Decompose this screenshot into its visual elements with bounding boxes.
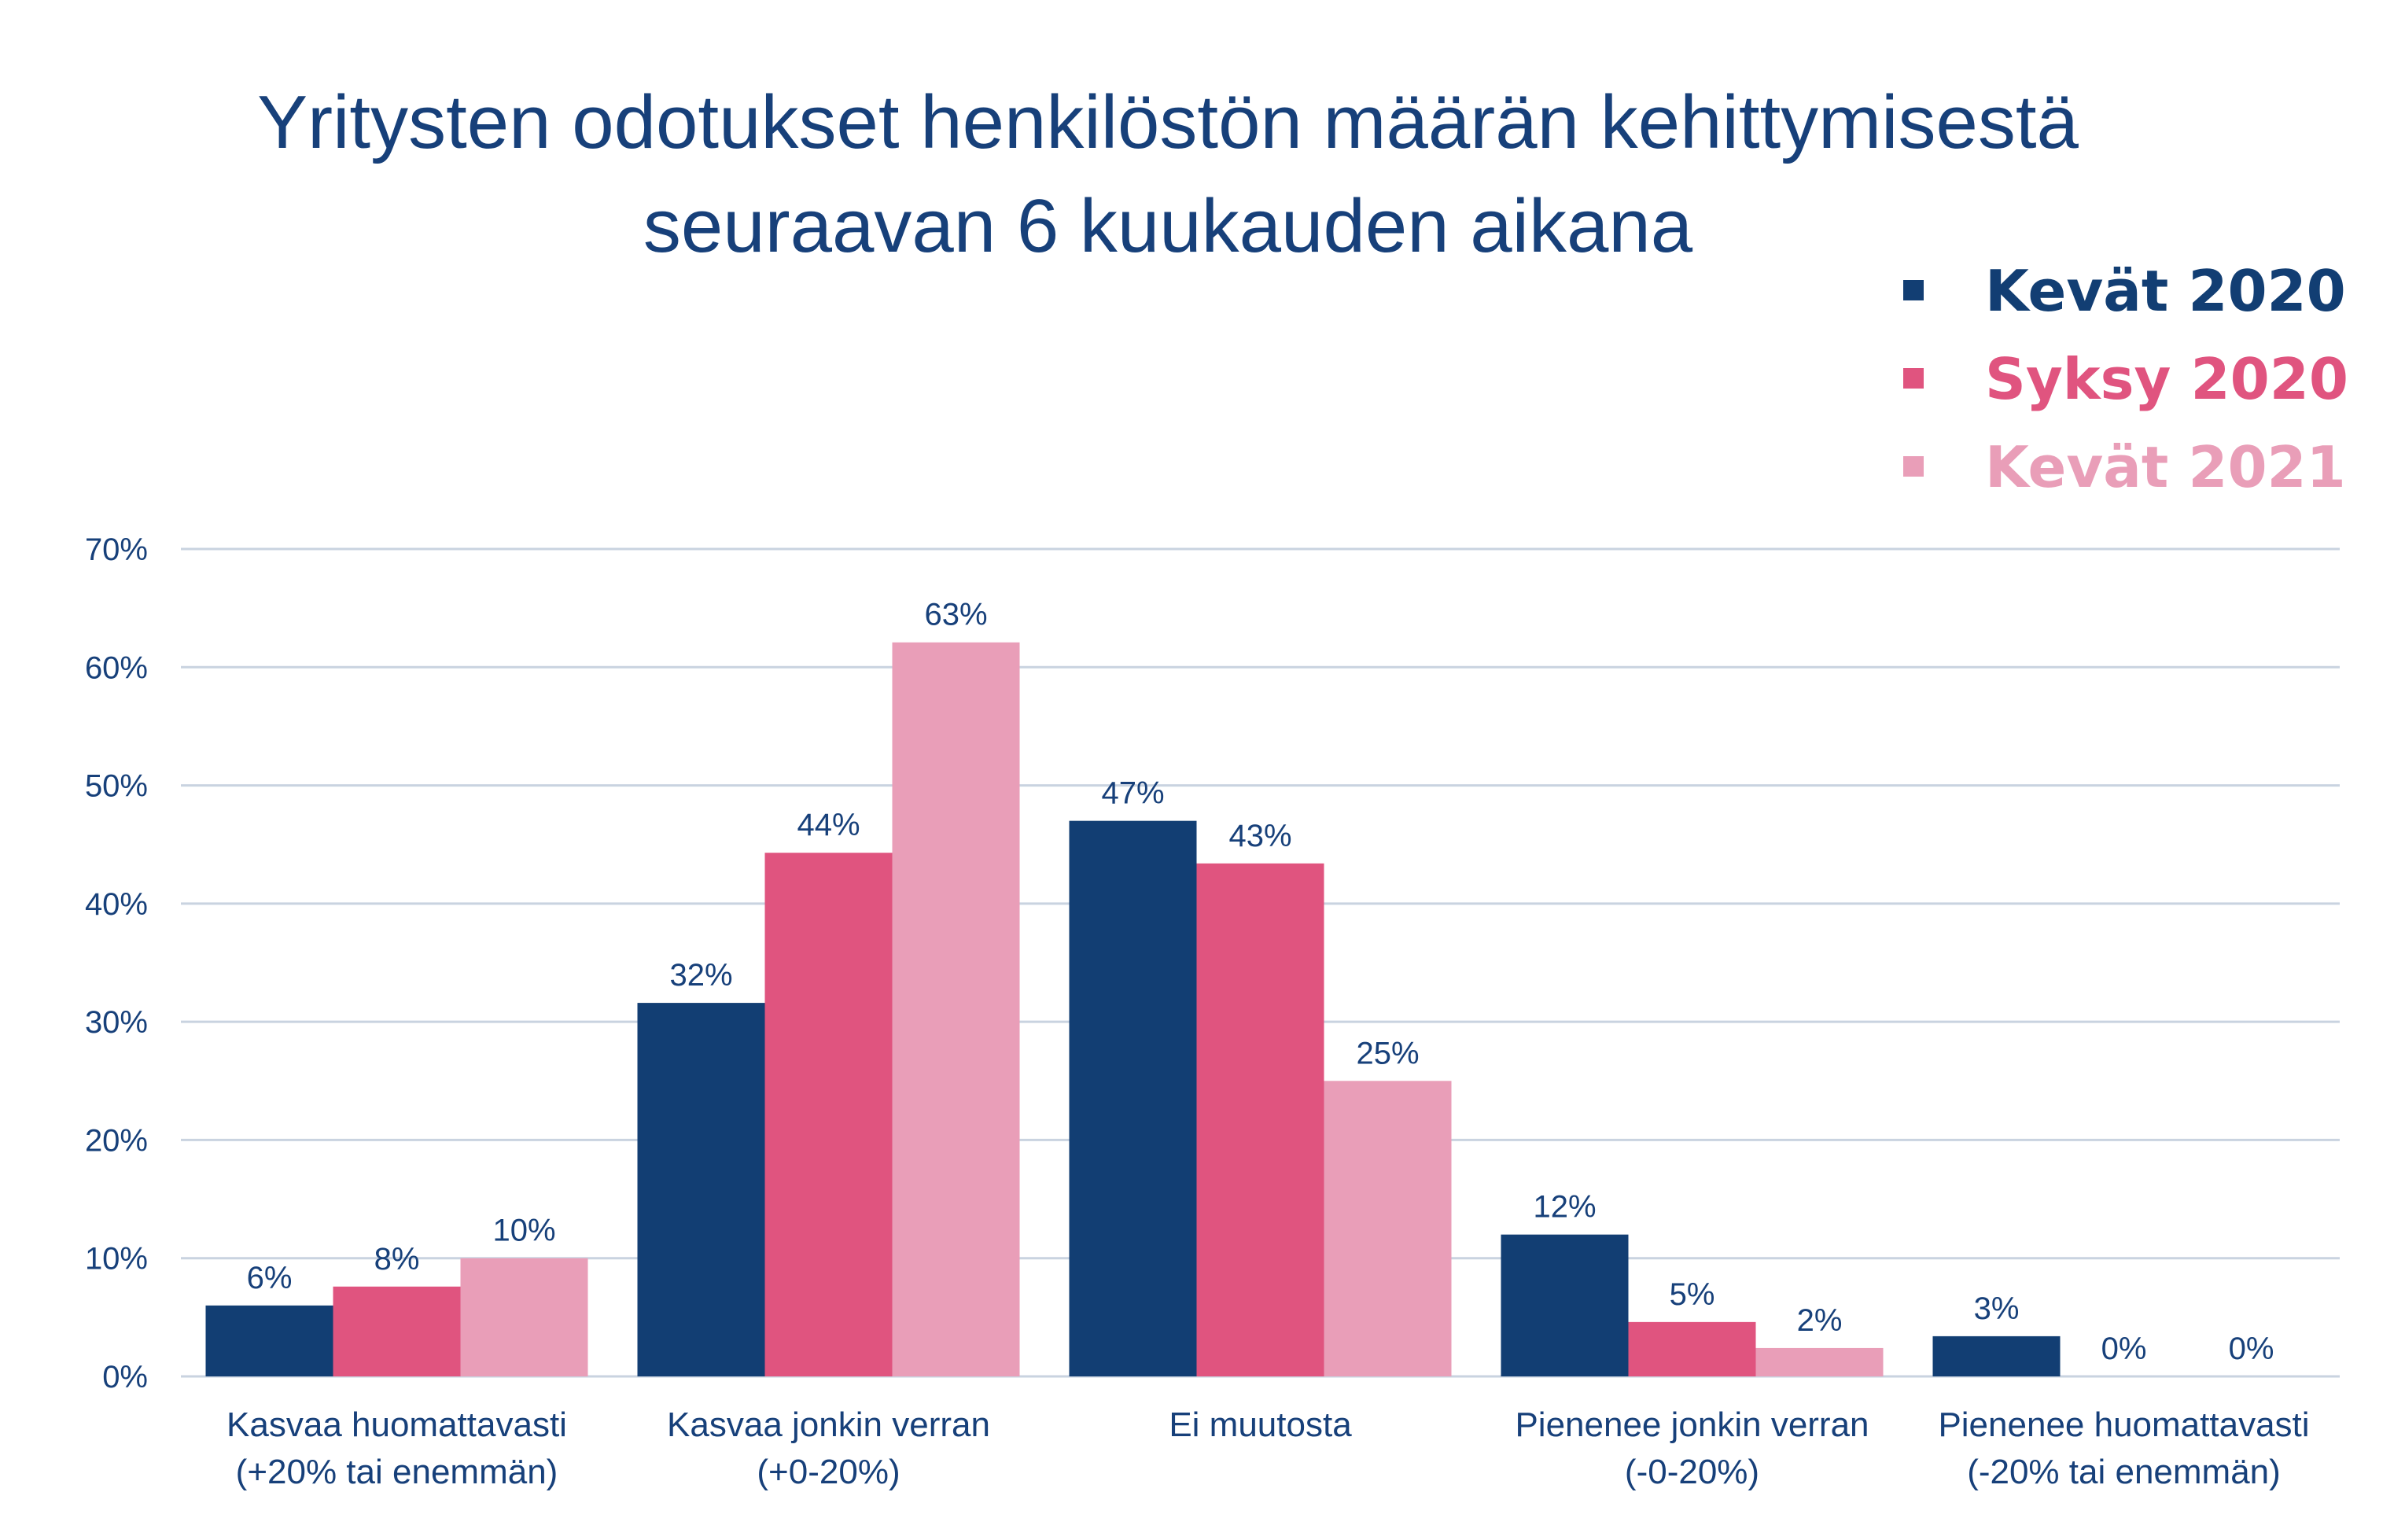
bar	[205, 1305, 333, 1376]
y-tick-label: 40%	[85, 887, 148, 922]
chart-title-line-1: Yritysten odotukset henkilöstön määrän k…	[257, 80, 2079, 164]
data-label: 12%	[1533, 1190, 1596, 1225]
y-tick-label: 50%	[85, 769, 148, 804]
x-category-label: (+20% tai enemmän)	[236, 1453, 558, 1491]
y-tick-label: 30%	[85, 1005, 148, 1040]
data-labels: 6% 8% 10% 32% 44% 63% 47% 43% 25% 12% 5% 2% 3% 0% 0%	[247, 598, 2274, 1366]
data-label: 25%	[1356, 1036, 1419, 1070]
x-category-label: (-0-20%)	[1625, 1453, 1759, 1491]
legend-swatch-kevat-2020	[1903, 280, 1924, 300]
x-axis-category-labels: Kasvaa huomattavasti (+20% tai enemmän) Ka…	[227, 1406, 2310, 1491]
chart-legend: Kevät 2020 Syksy 2020 Kevät 2021	[1903, 252, 2405, 516]
y-tick-label: 0%	[102, 1360, 148, 1394]
legend-item-kevat-2020: Kevät 2020	[1903, 252, 2405, 340]
y-tick-label: 60%	[85, 650, 148, 685]
data-label: 43%	[1228, 819, 1291, 853]
chart-title-line-2: seuraavan 6 kuukauden aikana	[643, 184, 1693, 268]
bar	[1196, 863, 1324, 1376]
x-category-label: Ei muutosta	[1169, 1406, 1352, 1444]
data-label: 5%	[1670, 1277, 1715, 1312]
legend-label-kevat-2020: Kevät 2020	[1985, 258, 2346, 324]
y-tick-label: 20%	[85, 1123, 148, 1158]
data-label: 3%	[1974, 1291, 2020, 1326]
legend-label-syksy-2020: Syksy 2020	[1985, 346, 2348, 412]
x-category-label: Kasvaa jonkin verran	[667, 1406, 990, 1444]
data-label: 2%	[1797, 1303, 1843, 1338]
data-label: 8%	[374, 1242, 420, 1277]
bar	[764, 853, 893, 1376]
data-label: 0%	[2101, 1332, 2147, 1366]
bar	[637, 1003, 765, 1376]
x-category-label: (+0-20%)	[757, 1453, 900, 1491]
legend-swatch-kevat-2021	[1903, 456, 1924, 477]
data-label: 44%	[797, 808, 860, 842]
bar	[1069, 820, 1197, 1376]
bar	[1324, 1081, 1452, 1376]
data-label: 47%	[1101, 776, 1164, 811]
data-label: 10%	[492, 1214, 555, 1248]
x-category-label: (-20% tai enemmän)	[1967, 1453, 2281, 1491]
bar	[892, 642, 1020, 1376]
legend-item-syksy-2020: Syksy 2020	[1903, 340, 2405, 428]
legend-item-kevat-2021: Kevät 2021	[1903, 428, 2405, 516]
x-category-label: Pienenee jonkin verran	[1515, 1406, 1869, 1444]
y-tick-label: 10%	[85, 1242, 148, 1277]
data-label: 63%	[924, 598, 987, 632]
bar	[333, 1286, 461, 1376]
bar	[460, 1258, 588, 1376]
chart-title: Yritysten odotukset henkilöstön määrän k…	[0, 71, 2336, 278]
y-axis-tick-labels: 0% 10% 20% 30% 40% 50% 60% 70%	[85, 532, 148, 1394]
bars	[205, 642, 2061, 1376]
x-category-label: Kasvaa huomattavasti	[227, 1406, 567, 1444]
y-tick-label: 70%	[85, 532, 148, 567]
bar	[1932, 1336, 2061, 1376]
data-label: 32%	[669, 958, 732, 993]
data-label: 6%	[247, 1261, 293, 1295]
legend-label-kevat-2021: Kevät 2021	[1985, 434, 2346, 500]
data-label: 0%	[2229, 1332, 2274, 1366]
x-category-label: Pienenee huomattavasti	[1938, 1406, 2309, 1444]
bar	[1501, 1234, 1629, 1376]
bar	[1628, 1321, 1756, 1376]
legend-swatch-syksy-2020	[1903, 368, 1924, 389]
bar	[1755, 1347, 1884, 1376]
